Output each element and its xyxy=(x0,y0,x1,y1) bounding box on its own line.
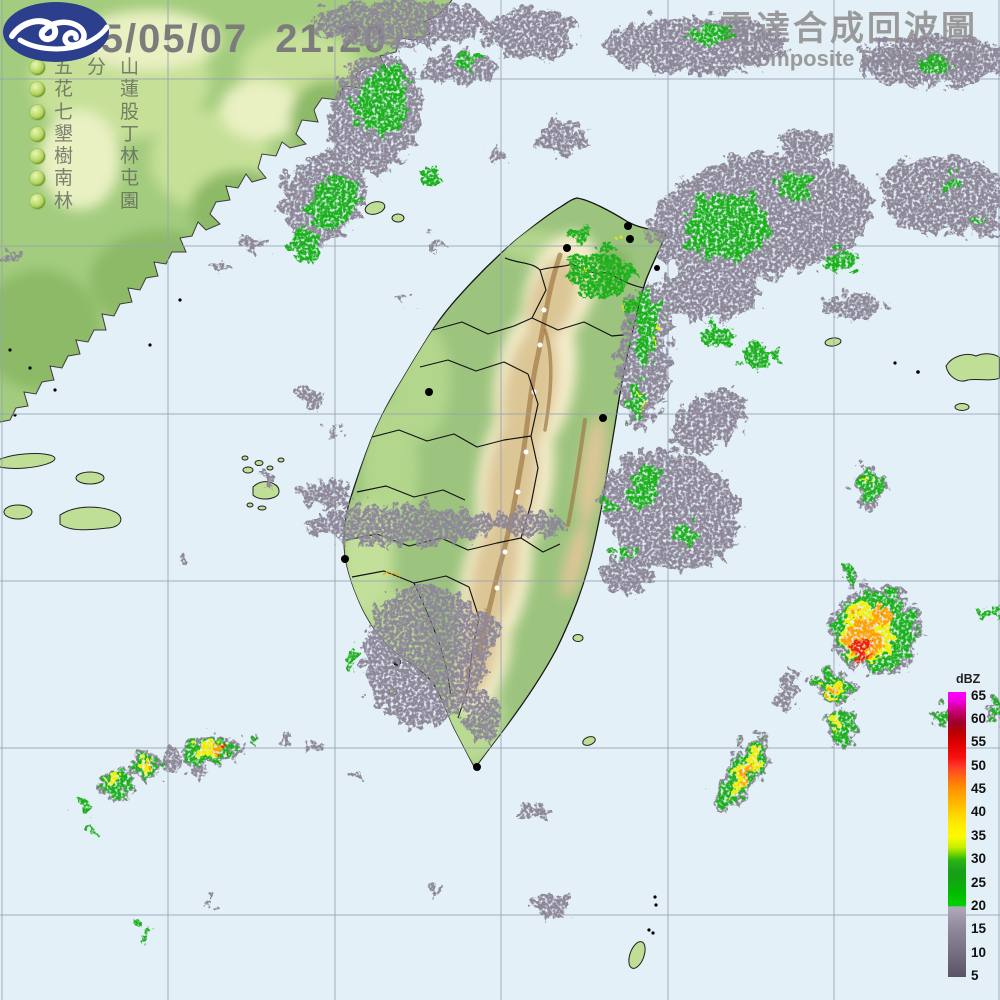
station-name-char: 股 xyxy=(120,100,140,123)
station-bullet-icon xyxy=(30,104,45,120)
station-name-char: 林 xyxy=(120,145,140,168)
colorbar-tick: 50 xyxy=(971,757,987,773)
colorbar-tick: 55 xyxy=(971,734,987,750)
cwb-logo xyxy=(3,2,110,62)
station-name-char: 屯 xyxy=(120,167,140,190)
radar-station: 南屯 xyxy=(26,168,146,190)
station-name-char: 墾 xyxy=(54,122,74,145)
station-name-char: 蓮 xyxy=(120,78,140,101)
taiwan-terrain xyxy=(344,229,630,765)
station-bullet-icon xyxy=(30,60,45,75)
colorbar-tick: 30 xyxy=(971,851,987,867)
echo-intense-red xyxy=(215,631,863,746)
colorbar-tick: 45 xyxy=(971,781,987,797)
radar-echo-layer xyxy=(2,0,1000,936)
colorbar-unit-label: dBZ xyxy=(956,672,981,686)
station-bullet-icon xyxy=(30,171,45,187)
colorbar-tick: 35 xyxy=(971,827,987,843)
station-bullet-icon xyxy=(30,193,45,209)
station-name-char: 花 xyxy=(54,78,74,101)
station-name-char: 林 xyxy=(54,189,74,212)
radar-station: 林園 xyxy=(26,189,146,213)
colorbar-tick: 65 xyxy=(971,687,987,703)
reflectivity-colorbar: dBZ 65 60 55 50 45 40 35 30 25 20 15 10 5 xyxy=(946,672,1000,992)
station-name-char: 山 xyxy=(120,56,140,78)
station-bullet-icon xyxy=(30,126,45,142)
colorbar-tick: 10 xyxy=(971,944,987,960)
station-name-char: 丁 xyxy=(120,122,140,145)
station-bullet-icon xyxy=(30,82,45,98)
colorbar-tick: 5 xyxy=(971,968,979,983)
colorbar-tick: 40 xyxy=(971,804,987,820)
colorbar-tick: 25 xyxy=(971,874,987,890)
colorbar-tick: 60 xyxy=(971,711,987,727)
radar-station: 墾丁 xyxy=(26,122,146,146)
radar-station: 花蓮 xyxy=(26,79,146,101)
station-name-char: 分 xyxy=(87,56,107,78)
station-name-char: 園 xyxy=(120,189,140,212)
station-name-char: 七 xyxy=(54,100,74,123)
colorbar-tick: 15 xyxy=(971,921,987,937)
station-bullet-icon xyxy=(30,149,45,165)
station-name-char: 南 xyxy=(54,167,74,190)
radar-station-list: 五分山花蓮七股墾丁樹林南屯林園 xyxy=(26,57,146,213)
radar-station: 七股 xyxy=(26,100,146,124)
radar-station: 樹林 xyxy=(26,146,146,168)
station-name-char: 樹 xyxy=(54,145,74,168)
colorbar-tick: 20 xyxy=(971,897,987,913)
colorbar-gradient xyxy=(948,692,966,977)
